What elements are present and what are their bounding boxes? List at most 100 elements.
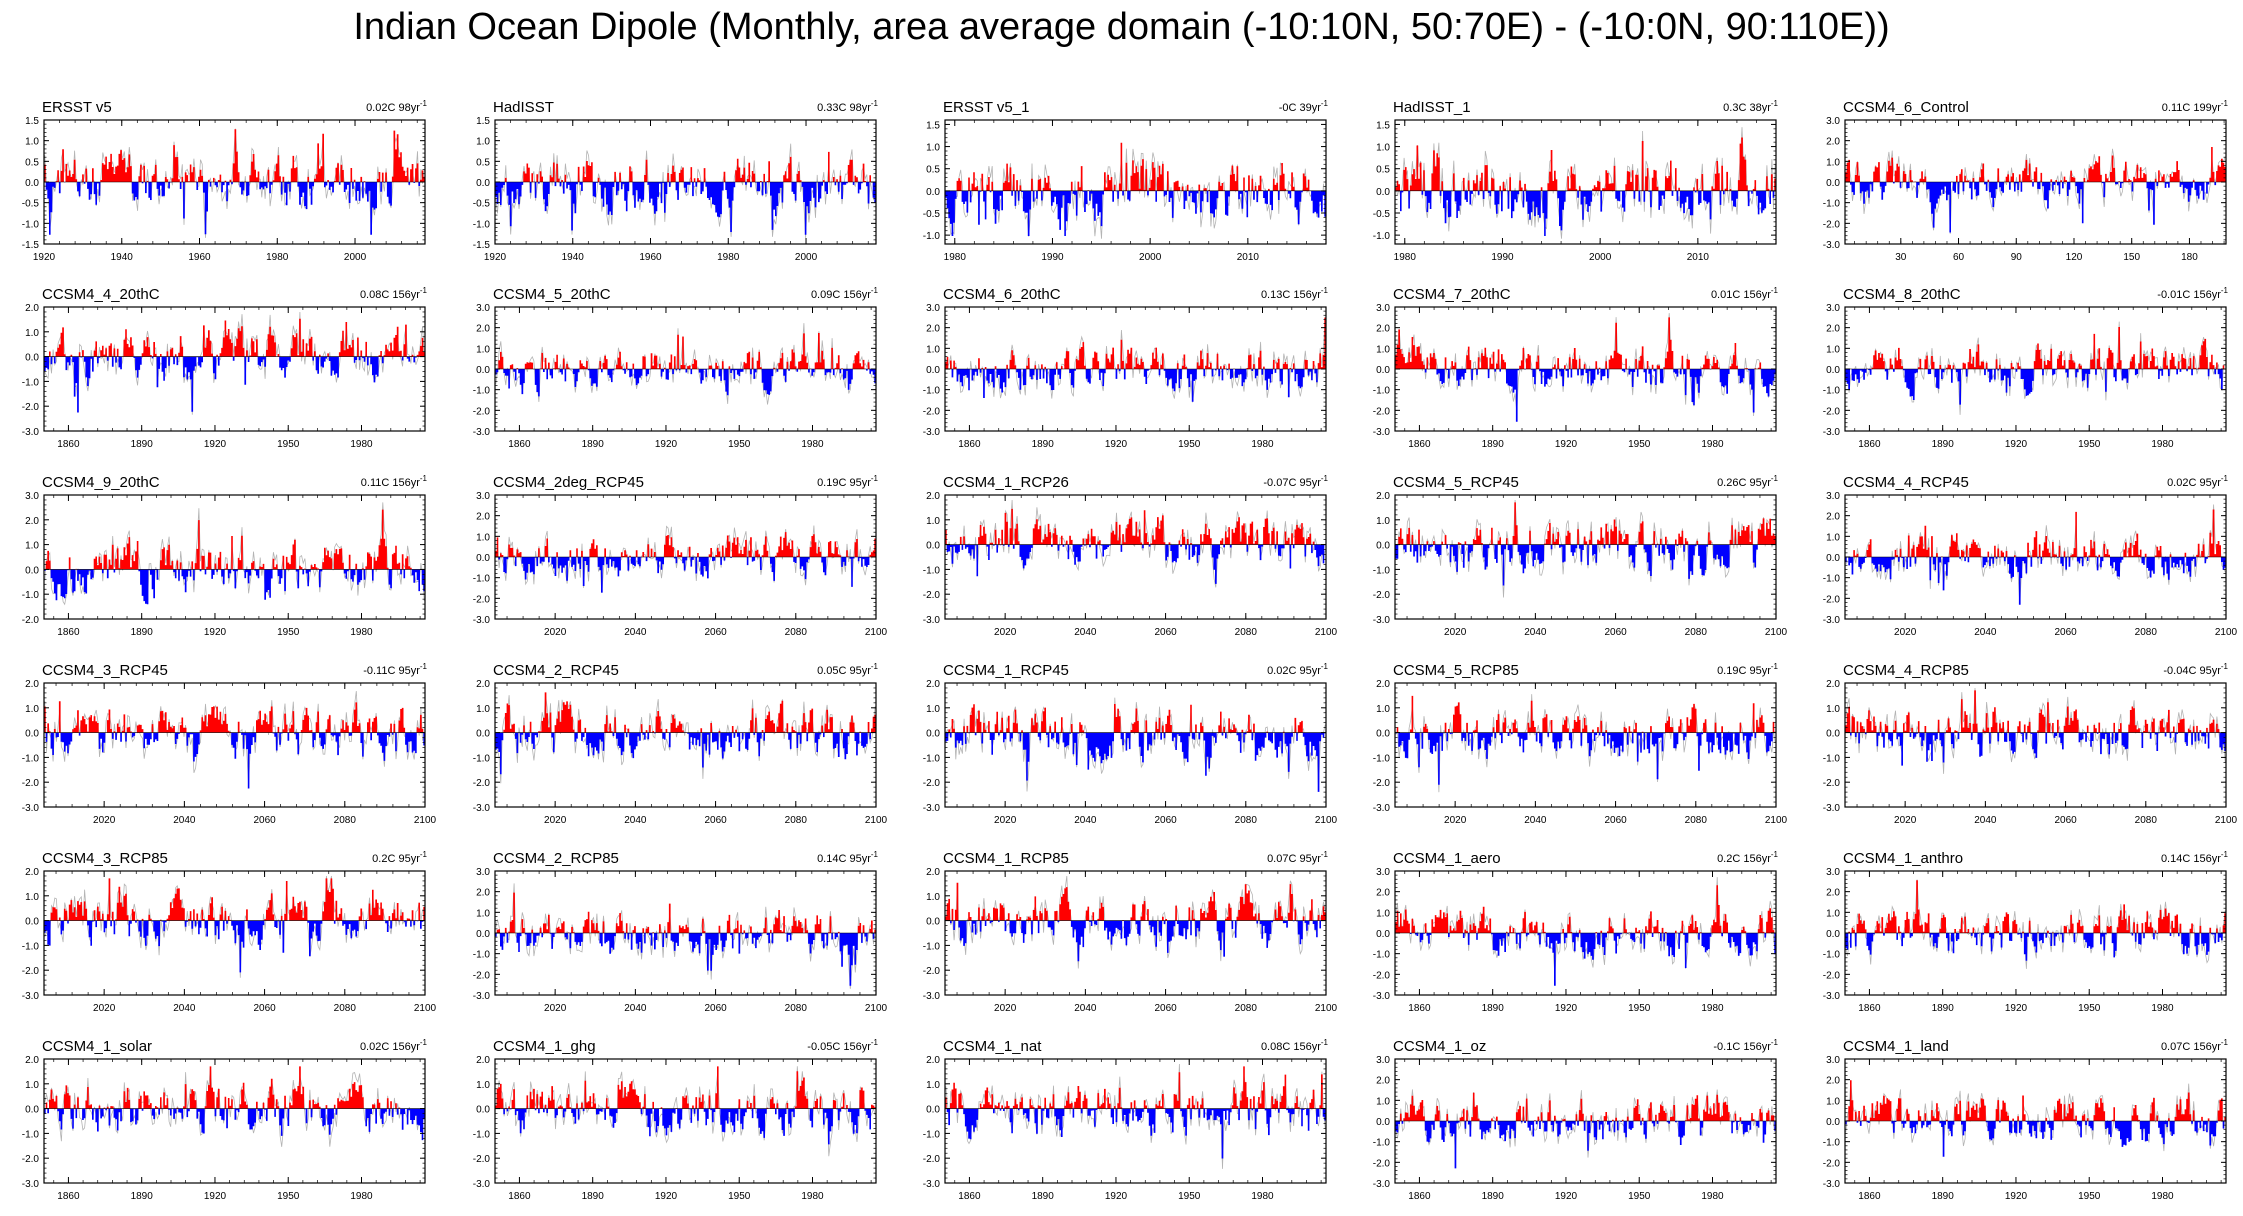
ido-panel: CCSM4_4_RCP85 -0.04C 95yr-1 2.0 1.0 0.0 -1.0 -… [1823,662,2238,826]
y-tick-label: 1.0 [1376,704,1390,715]
x-tick-label: 2020 [93,1003,116,1014]
panel-trend-label: 0.08C 156yr-1 [360,286,428,301]
y-tick-label: 0.0 [926,187,940,198]
x-tick-label: 2080 [1685,627,1708,638]
panel-title: CCSM4_3_RCP45 [42,662,168,679]
x-tick-label: 2060 [704,815,727,826]
ido-panel: CCSM4_8_20thC -0.01C 156yr-1 3.0 2.0 1.0 0.0 -… [1823,286,2229,450]
plot-frame [1844,682,2227,808]
x-tick-label: 1980 [1251,439,1274,450]
unsmoothed-series-line [44,1066,425,1147]
y-tick-label: -3.0 [473,427,491,438]
plot-frame [1394,682,1777,808]
panel-trend-label: 0.07C 156yr-1 [2161,1038,2229,1053]
x-tick-label: 1990 [1041,252,1064,263]
x-tick-label: 2020 [1444,627,1467,638]
y-tick-label: -1.0 [923,565,941,576]
negative-anomaly-bars [495,369,876,397]
y-tick-label: 0.0 [1826,365,1840,376]
x-tick-label: 2060 [253,815,276,826]
positive-anomaly-bars [1395,317,1762,369]
y-tick-label: -1.0 [1373,1138,1391,1149]
panel-trend-label: 0.02C 98yr-1 [366,99,427,114]
positive-anomaly-bars [1853,509,2221,557]
x-tick-label: 1860 [1858,1191,1881,1202]
unsmoothed-series-line [1845,1080,2226,1152]
panel-title: CCSM4_8_20thC [1843,286,1961,303]
x-tick-label: 2080 [785,1003,808,1014]
y-tick-label: -3.0 [1823,803,1841,814]
panel-title: CCSM4_1_aero [1393,850,1501,867]
positive-anomaly-bars [45,1066,401,1109]
y-tick-label: 0.5 [25,157,39,168]
x-tick-label: 1920 [655,439,678,450]
panel-title: CCSM4_2_RCP85 [493,850,619,867]
x-tick-label: 1950 [2078,1003,2101,1014]
y-tick-label: 0.0 [1376,365,1390,376]
y-tick-label: 0.0 [1376,541,1390,552]
y-tick-label: 0.0 [25,353,39,364]
x-tick-label: 1980 [2151,439,2174,450]
y-tick-label: -1.0 [1823,574,1841,585]
x-tick-label: 2060 [1604,815,1627,826]
x-tick-label: 1980 [801,1191,824,1202]
x-tick-label: 1990 [1491,252,1514,263]
panel-title: CCSM4_9_20thC [42,474,160,491]
y-tick-label: 1.0 [1826,157,1840,168]
y-tick-label: 0.0 [926,1105,940,1116]
panel-title: CCSM4_7_20thC [1393,286,1511,303]
negative-anomaly-bars [1850,732,2226,766]
ido-panel: CCSM4_1_RCP26 -0.07C 95yr-1 2.0 1.0 0.0 -1.0 -… [923,474,1338,638]
y-tick-label: 1.0 [926,143,940,154]
y-tick-label: -1.0 [923,941,941,952]
panel-trend-label: -0.11C 95yr-1 [363,662,427,677]
y-tick-label: -3.0 [473,615,491,626]
y-tick-label: -3.0 [473,1179,491,1190]
positive-anomaly-bars [496,892,876,933]
x-tick-label: 1860 [1408,439,1431,450]
y-tick-label: -3.0 [1373,615,1391,626]
x-tick-label: 1890 [1932,1191,1955,1202]
x-tick-label: 2020 [544,815,567,826]
ido-panel: CCSM4_1_anthro 0.14C 156yr-1 3.0 2.0 1.0 0.0 -… [1823,850,2229,1014]
y-tick-label: -1.0 [923,386,941,397]
y-tick-label: 0.0 [25,178,39,189]
x-tick-label: 2100 [1315,1003,1338,1014]
ido-panel: CCSM4_6_Control 0.11C 199yr-1 3.0 2.0 1.0 0.0… [1823,99,2229,263]
panel-trend-label: 0.08C 156yr-1 [1261,1038,1329,1053]
y-tick-label: 3.0 [25,491,39,502]
y-tick-label: -3.0 [22,991,40,1002]
panel-title: HadISST_1 [1393,99,1471,116]
x-tick-label: 2020 [1894,627,1917,638]
x-tick-label: 1890 [1032,1191,1055,1202]
x-tick-label: 1860 [508,439,531,450]
y-tick-label: 1.0 [476,704,490,715]
y-tick-label: -1.0 [1373,753,1391,764]
x-tick-label: 2040 [1524,815,1547,826]
positive-anomaly-bars [1848,880,2226,933]
panel-title: CCSM4_1_RCP85 [943,850,1069,867]
x-tick-label: 1920 [1555,1191,1578,1202]
y-tick-label: 1.0 [1376,1096,1390,1107]
x-tick-label: 150 [2123,252,2140,263]
x-tick-label: 1890 [1032,439,1055,450]
panel-title: CCSM4_4_RCP85 [1843,662,1969,679]
x-tick-label: 1890 [1932,1003,1955,1014]
y-tick-label: 1.0 [25,541,39,552]
y-tick-label: 0.5 [476,157,490,168]
x-tick-label: 1950 [277,439,300,450]
negative-anomaly-bars [1424,369,1776,422]
plot-frame [944,870,1327,996]
panel-title: CCSM4_1_solar [42,1038,152,1055]
y-tick-label: -2.0 [22,778,40,789]
y-tick-label: 0.0 [1376,187,1390,198]
y-tick-label: -3.0 [473,991,491,1002]
y-tick-label: 0.0 [1826,929,1840,940]
plot-frame [494,682,877,808]
y-tick-label: -1.5 [22,240,40,251]
x-tick-label: 1980 [1701,439,1724,450]
y-tick-label: 0.0 [1376,729,1390,740]
x-tick-label: 1960 [188,252,211,263]
y-tick-label: 0.0 [1826,178,1840,189]
plot-frame [944,682,1327,808]
